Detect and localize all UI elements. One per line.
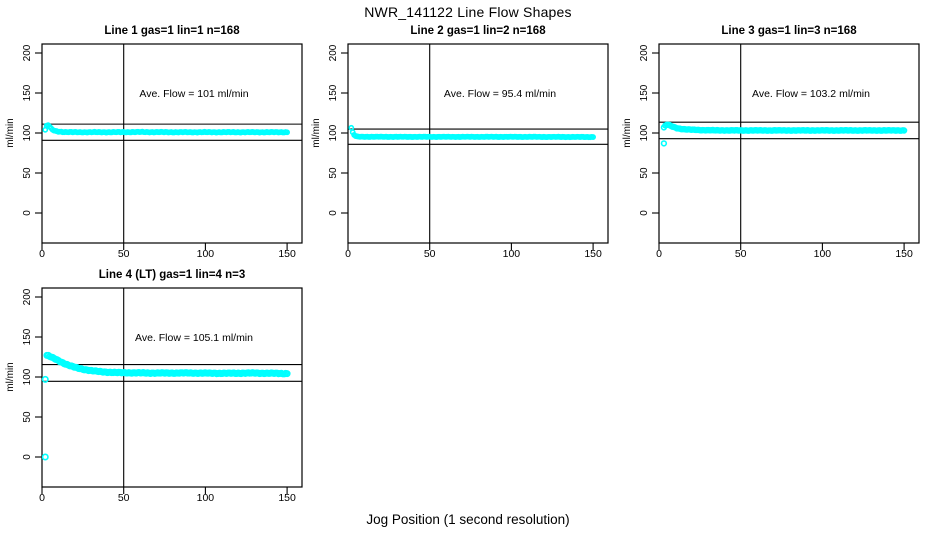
data-point (590, 134, 596, 140)
data-points-series (348, 124, 596, 141)
y-tick-label: 100 (328, 124, 339, 141)
x-tick-label: 50 (735, 248, 747, 260)
data-point (900, 127, 908, 134)
y-tick-label: 100 (22, 124, 33, 141)
outlier-point (41, 375, 49, 383)
plot-box (41, 287, 303, 488)
y-tick-label: 150 (22, 84, 33, 101)
main-title: NWR_141122 Line Flow Shapes (364, 4, 572, 20)
y-axis-label: ml/min (5, 362, 16, 391)
ave-flow-annotation: Ave. Flow = 101 ml/min (139, 88, 248, 100)
y-tick-label: 0 (22, 210, 33, 216)
x-tick-label: 0 (345, 248, 351, 260)
subplot-title: Line 3 gas=1 lin=3 n=168 (721, 25, 857, 37)
subplot-4: Line 4 (LT) gas=1 lin=4 n=3 0 50 100 150 200 0… (5, 269, 303, 504)
ave-flow-annotation: Ave. Flow = 105.1 ml/min (135, 332, 253, 344)
y-tick-label: 100 (22, 368, 33, 385)
y-tick-label: 100 (639, 124, 650, 141)
outlier-point (41, 453, 49, 461)
x-tick-label: 100 (814, 248, 832, 260)
plot-box (658, 43, 920, 244)
subplot-3: Line 3 gas=1 lin=3 n=168 0 50 100 150 200 0 50 1… (622, 25, 920, 260)
x-tick-label: 0 (39, 248, 45, 260)
x-tick-label: 150 (895, 248, 913, 260)
y-tick-label: 50 (639, 167, 650, 179)
y-axis-label: ml/min (5, 118, 16, 147)
x-tick-label: 100 (197, 248, 215, 260)
y-tick-label: 200 (22, 44, 33, 61)
x-tick-label: 100 (197, 492, 215, 504)
subplot-title: Line 1 gas=1 lin=1 n=168 (104, 25, 240, 37)
x-tick-label: 150 (278, 248, 296, 260)
data-point (283, 370, 291, 378)
y-tick-label: 50 (22, 167, 33, 179)
subplot-1: Line 1 gas=1 lin=1 n=168 0 50 100 150 200 0 50 1… (5, 25, 303, 260)
x-tick-label: 150 (584, 248, 602, 260)
y-tick-label: 150 (639, 84, 650, 101)
global-x-axis-label: Jog Position (1 second resolution) (366, 512, 570, 527)
y-tick-label: 200 (328, 44, 339, 61)
y-tick-label: 150 (328, 84, 339, 101)
y-tick-label: 50 (328, 167, 339, 179)
y-tick-label: 200 (22, 288, 33, 305)
data-points-series (42, 122, 290, 136)
data-point (348, 124, 355, 131)
subplot-2: Line 2 gas=1 lin=2 n=168 0 50 100 150 200 0 50 1… (311, 25, 609, 260)
plot-box (347, 43, 609, 244)
y-axis-label: ml/min (622, 118, 633, 147)
ave-flow-annotation: Ave. Flow = 103.2 ml/min (752, 88, 870, 100)
x-tick-label: 50 (118, 248, 130, 260)
outlier-point (660, 140, 668, 147)
x-tick-label: 50 (424, 248, 436, 260)
data-points-series (660, 121, 908, 147)
y-tick-label: 50 (22, 411, 33, 423)
x-tick-label: 150 (278, 492, 296, 504)
data-points-series (41, 351, 291, 461)
y-tick-label: 200 (639, 44, 650, 61)
plot-box (41, 43, 303, 244)
subplot-title: Line 4 (LT) gas=1 lin=4 n=3 (99, 269, 245, 281)
y-tick-label: 0 (328, 210, 339, 216)
x-tick-label: 0 (656, 248, 662, 260)
data-point (284, 129, 290, 136)
x-tick-label: 50 (118, 492, 130, 504)
y-axis-label: ml/min (311, 118, 322, 147)
subplot-title: Line 2 gas=1 lin=2 n=168 (410, 25, 546, 37)
y-tick-label: 150 (22, 328, 33, 345)
x-tick-label: 0 (39, 492, 45, 504)
x-tick-label: 100 (503, 248, 521, 260)
y-tick-label: 0 (639, 210, 650, 216)
y-tick-label: 0 (22, 454, 33, 460)
ave-flow-annotation: Ave. Flow = 95.4 ml/min (444, 88, 556, 100)
